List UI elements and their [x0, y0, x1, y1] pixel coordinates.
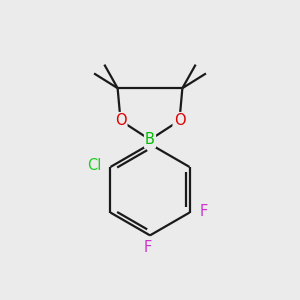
Text: B: B	[145, 132, 155, 147]
Text: O: O	[115, 113, 126, 128]
Text: O: O	[174, 113, 185, 128]
Text: F: F	[200, 205, 208, 220]
Text: F: F	[143, 240, 152, 255]
Text: Cl: Cl	[87, 158, 101, 173]
